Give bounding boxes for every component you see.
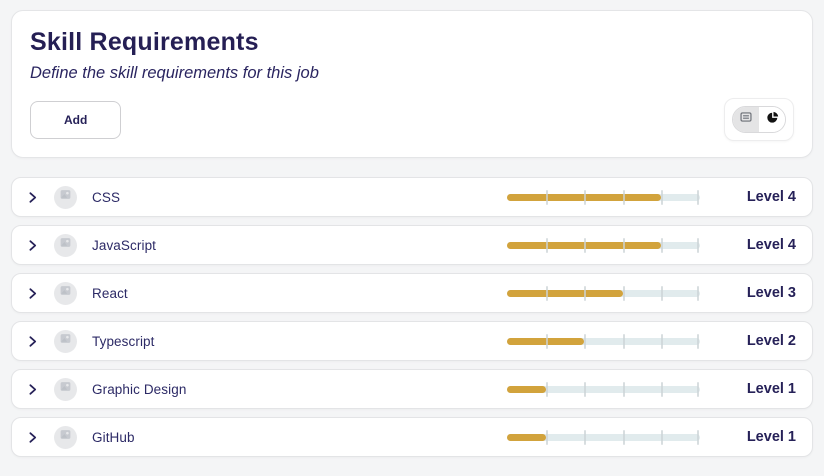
skill-level-label: Level 4 [746,237,796,253]
image-placeholder-icon [59,236,72,254]
skill-row: GitHub Level 1 [11,417,813,457]
slider-tick [545,237,548,253]
image-placeholder-icon [59,380,72,398]
skill-name: JavaScript [92,237,157,253]
slider-tick [661,381,664,397]
chevron-right-icon[interactable] [26,431,48,444]
chevron-right-icon[interactable] [26,335,48,348]
skill-level-slider[interactable] [507,237,700,253]
skill-rows: CSS Level 4 JavaSc [11,177,813,457]
slider-tick [584,429,587,445]
add-skill-button[interactable]: Add [30,100,122,139]
chevron-right-icon[interactable] [26,239,48,252]
page-title: Skill Requirements [30,28,259,56]
slider-tick [622,237,625,253]
slider-tick [622,381,625,397]
skill-name: React [92,285,128,301]
slider-tick [661,429,664,445]
slider-tick [545,429,548,445]
slider-tick [584,285,587,301]
skill-name: Graphic Design [92,381,187,397]
slider-tick [661,237,664,253]
slider-tick [697,285,699,301]
skill-level-label: Level 4 [746,189,796,205]
list-view-icon [739,110,753,129]
skill-avatar [54,329,77,353]
skill-avatar [54,185,77,209]
slider-tick [545,285,548,301]
skill-level-label: Level 1 [746,381,796,397]
slider-tick [622,189,625,205]
image-placeholder-icon [59,428,72,446]
skill-slider-fill [507,289,623,297]
skill-row: React Level 3 [11,273,813,313]
slider-tick [545,189,548,205]
slider-tick [622,429,625,445]
skill-level-label: Level 1 [746,429,796,445]
image-placeholder-icon [59,332,72,350]
slider-tick [661,285,664,301]
slider-tick [661,189,664,205]
slider-tick [697,333,699,349]
slider-tick [697,237,699,253]
slider-track [507,337,700,345]
skill-avatar [54,377,77,401]
skill-avatar [54,233,77,257]
skill-row: JavaScript Level 4 [11,225,813,265]
slider-tick [545,381,548,397]
header-controls: Add [30,98,794,141]
skill-row: CSS Level 4 [11,177,813,217]
skill-level-slider[interactable] [507,285,700,301]
chevron-right-icon[interactable] [26,191,48,204]
header-card: Skill Requirements Define the skill requ… [11,10,813,158]
slider-tick [545,333,548,349]
view-toggle-card [724,98,794,141]
chevron-right-icon[interactable] [26,287,48,300]
chevron-right-icon[interactable] [26,383,48,396]
slider-tick [622,285,625,301]
slider-tick [661,333,664,349]
slider-tick [584,189,587,205]
skill-avatar [54,281,77,305]
skill-slider-fill [507,433,546,441]
image-placeholder-icon [59,284,72,302]
pie-chart-icon [765,110,780,130]
skill-level-slider[interactable] [507,381,700,397]
skill-slider-fill [507,385,546,393]
image-placeholder-icon [59,188,72,206]
page-subtitle: Define the skill requirements for this j… [30,64,319,82]
chart-view-toggle[interactable] [759,107,785,132]
skill-row: Typescript Level 2 [11,321,813,361]
skill-level-slider[interactable] [507,189,700,205]
slider-tick [584,333,587,349]
skill-avatar [54,425,77,449]
skill-level-label: Level 3 [746,285,796,301]
slider-tick [622,333,625,349]
skill-level-label: Level 2 [746,333,796,349]
list-view-toggle[interactable] [733,107,759,132]
skill-name: CSS [92,189,121,205]
slider-tick [697,429,699,445]
skill-name: GitHub [92,429,135,445]
view-toggle [732,106,786,133]
slider-track [507,385,700,393]
slider-tick [584,237,587,253]
slider-tick [584,381,587,397]
skill-level-slider[interactable] [507,429,700,445]
skill-name: Typescript [92,333,155,349]
skill-level-slider[interactable] [507,333,700,349]
slider-track [507,433,700,441]
slider-tick [697,381,699,397]
skill-row: Graphic Design Level 1 [11,369,813,409]
slider-tick [697,189,699,205]
